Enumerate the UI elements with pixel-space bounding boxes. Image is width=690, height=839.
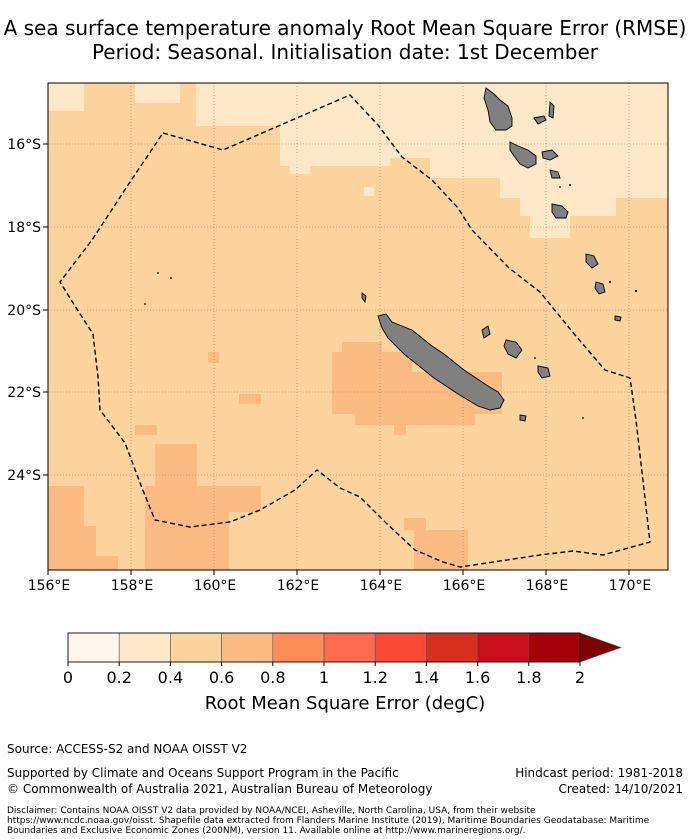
landmasses xyxy=(361,87,622,422)
colorbar-tick-label: 1.6 xyxy=(465,668,490,687)
latitude-labels: 16°S 18°S 20°S 22°S 24°S xyxy=(7,137,41,484)
map-title-line1: A sea surface temperature anomaly Root M… xyxy=(3,16,687,40)
lon-tick-label: 160°E xyxy=(194,578,237,594)
colorbar-swatch xyxy=(67,632,120,663)
ambrym-island xyxy=(541,149,559,161)
copyright-text: © Commonwealth of Australia 2021, Austra… xyxy=(7,782,433,796)
colorbar-tick-label: 0.4 xyxy=(158,668,183,687)
colorbar-ticks: 0 0.2 0.4 0.6 0.8 1 1.2 1.4 1.6 1.8 2 xyxy=(63,662,585,687)
ouvea-island xyxy=(481,325,491,339)
colorbar-tick-label: 1.2 xyxy=(362,668,387,687)
map-frame xyxy=(47,82,669,571)
lon-tick-label: 162°E xyxy=(277,578,320,594)
colorbar-tick-label: 0.2 xyxy=(106,668,131,687)
colorbar xyxy=(67,632,622,663)
hindcast-period: Hindcast period: 1981-2018 xyxy=(515,766,683,780)
espiritu-santo-island xyxy=(483,87,513,131)
lat-tick-label: 16°S xyxy=(7,137,41,153)
erromango-island xyxy=(585,253,599,269)
support-text: Supported by Climate and Oceans Support … xyxy=(7,766,399,780)
colorbar-swatch xyxy=(170,632,222,663)
lon-tick-label: 170°E xyxy=(609,578,652,594)
longitude-labels: 156°E 158°E 160°E 162°E 164°E 166°E 168°… xyxy=(28,578,652,594)
pentecost-island xyxy=(548,100,555,119)
high-error-region xyxy=(48,342,502,570)
map-title-line2: Period: Seasonal. Initialisation date: 1… xyxy=(91,40,599,64)
tanna-island xyxy=(594,281,606,295)
colorbar-swatch xyxy=(323,632,376,663)
source-text: Source: ACCESS-S2 and NOAA OISST V2 xyxy=(7,742,248,756)
graticule xyxy=(48,83,668,570)
colorbar-tick-label: 0.6 xyxy=(209,668,234,687)
colorbar-tick-label: 2 xyxy=(575,668,585,687)
colorbar-tick-label: 1.8 xyxy=(516,668,541,687)
colorbar-swatch xyxy=(272,632,325,663)
lifou-island xyxy=(503,339,523,359)
epi-island xyxy=(549,169,561,179)
colorbar-swatch xyxy=(374,632,427,663)
new-caledonia-island xyxy=(377,313,505,411)
disclaimer-text: Disclaimer: Contains NOAA OISST V2 data … xyxy=(7,806,650,836)
mare-island xyxy=(537,365,551,379)
lat-tick-label: 22°S xyxy=(7,385,41,401)
colorbar-label: Root Mean Square Error (degC) xyxy=(204,693,486,714)
lon-tick-label: 168°E xyxy=(526,578,569,594)
colorbar-tick-label: 1.4 xyxy=(414,668,439,687)
axis-tick-marks xyxy=(43,143,630,575)
lon-tick-label: 164°E xyxy=(360,578,403,594)
aneityum-island xyxy=(614,315,622,322)
rmse-field xyxy=(48,83,668,570)
created-date: Created: 14/10/2021 xyxy=(558,782,683,796)
eez-boundary xyxy=(59,94,651,568)
lat-tick-label: 24°S xyxy=(7,468,41,484)
colorbar-swatch xyxy=(477,632,530,663)
lat-tick-label: 20°S xyxy=(7,303,41,319)
colorbar-extend-arrow xyxy=(579,632,622,663)
colorbar-swatch xyxy=(221,632,274,663)
efate-island xyxy=(551,203,569,219)
isle-of-pines-island xyxy=(519,414,527,422)
ambae-island xyxy=(533,115,547,125)
colorbar-swatch xyxy=(118,632,171,663)
colorbar-tick-label: 0 xyxy=(63,668,73,687)
colorbar-swatch xyxy=(426,632,478,663)
lon-tick-label: 166°E xyxy=(443,578,486,594)
lat-tick-label: 18°S xyxy=(7,220,41,236)
malakula-island xyxy=(509,141,537,169)
belep-island xyxy=(361,292,367,304)
islets xyxy=(144,184,638,419)
lon-tick-label: 156°E xyxy=(28,578,71,594)
colorbar-swatch xyxy=(528,632,581,663)
lon-tick-label: 158°E xyxy=(111,578,154,594)
colorbar-tick-label: 0.8 xyxy=(260,668,285,687)
colorbar-tick-label: 1 xyxy=(319,668,329,687)
low-error-region xyxy=(48,83,668,238)
